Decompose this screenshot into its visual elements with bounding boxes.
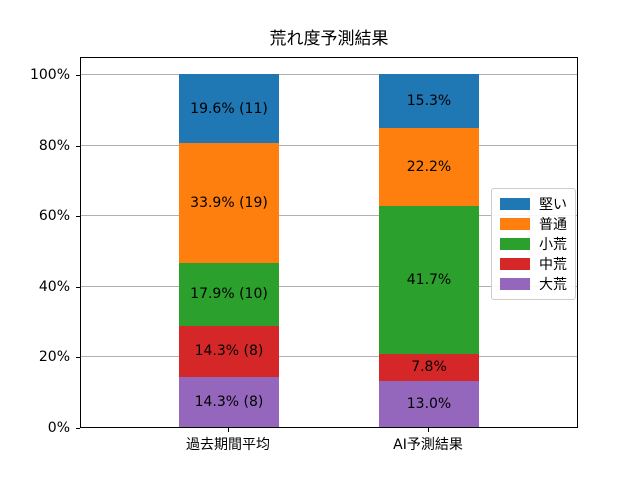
bar-segment-label: 14.3% (8)	[194, 393, 264, 410]
y-axis-tick-mark	[76, 75, 80, 76]
y-axis-tick-label: 40%	[38, 278, 70, 295]
y-axis-tick-mark	[76, 357, 80, 359]
legend-label: 堅い	[539, 197, 567, 213]
bar-segment-label: 19.6% (11)	[190, 100, 268, 117]
legend-item-普通: 普通	[500, 214, 567, 234]
bar-segment-堅い: 15.3%	[379, 74, 479, 129]
bar-segment-label: 14.3% (8)	[194, 343, 264, 360]
legend-swatch	[500, 258, 530, 270]
legend-label: 中荒	[539, 257, 567, 273]
y-axis-tick-mark	[76, 216, 80, 218]
bar-segment-中荒: 7.8%	[379, 353, 479, 382]
y-axis-tick-label: 0%	[47, 420, 70, 436]
bar-1: 14.3% (8) 14.3% (8) 17.9% (10) 33.9% (19) 19…	[179, 74, 279, 427]
y-axis-tick-mark	[76, 145, 80, 147]
gridline	[81, 356, 577, 358]
bar-segment-小荒: 17.9% (10)	[179, 262, 279, 327]
y-axis-tick-mark	[76, 286, 80, 288]
legend-item-中荒: 中荒	[500, 254, 567, 274]
bar-segment-普通: 33.9% (19)	[179, 143, 279, 263]
bar-segment-label: 33.9% (19)	[190, 195, 268, 212]
y-axis-tick-mark	[76, 428, 80, 429]
bar-segment-大荒: 14.3% (8)	[179, 376, 279, 427]
legend-item-大荒: 大荒	[500, 274, 567, 294]
legend-swatch	[500, 278, 530, 290]
bar-segment-label: 17.9% (10)	[190, 286, 268, 303]
y-axis-tick-label: 20%	[38, 349, 70, 366]
x-axis-tick-mark	[228, 428, 229, 432]
bar-segment-普通: 22.2%	[379, 128, 479, 207]
chart-title: 荒れ度予測結果	[269, 29, 389, 49]
gridline	[81, 74, 577, 75]
bar-segment-中荒: 14.3% (8)	[179, 326, 279, 377]
legend-item-堅い: 堅い	[500, 194, 567, 214]
y-axis-tick-label: 100%	[29, 67, 70, 83]
legend-label: 大荒	[539, 277, 567, 293]
legend-label: 普通	[539, 217, 567, 233]
bar-segment-小荒: 41.7%	[379, 206, 479, 354]
legend-label: 小荒	[539, 237, 567, 253]
legend-swatch	[500, 238, 530, 250]
x-axis-tick-mark	[428, 428, 429, 432]
legend: 堅い普通小荒中荒大荒	[491, 188, 576, 300]
bar-segment-label: 15.3%	[406, 93, 452, 110]
bar-segment-label: 22.2%	[406, 159, 452, 176]
gridline	[81, 215, 577, 217]
bar-segment-label: 7.8%	[411, 359, 447, 376]
bar-segment-label: 13.0%	[406, 396, 452, 413]
x-axis-tick-label: AI予測結果	[393, 437, 463, 453]
bar-segment-堅い: 19.6% (11)	[179, 74, 279, 144]
x-axis-tick-label: 過去期間平均	[186, 437, 270, 453]
legend-item-小荒: 小荒	[500, 234, 567, 254]
bar-segment-label: 41.7%	[406, 272, 452, 288]
legend-swatch	[500, 198, 530, 210]
legend-swatch	[500, 218, 530, 230]
y-axis-tick-label: 80%	[38, 137, 70, 154]
gridline	[81, 144, 577, 146]
gridline	[81, 285, 577, 287]
bar-2: 13.0% 7.8% 41.7% 22.2% 15.3%	[379, 74, 479, 427]
y-axis-tick-label: 60%	[38, 208, 70, 225]
bar-segment-大荒: 13.0%	[379, 381, 479, 427]
